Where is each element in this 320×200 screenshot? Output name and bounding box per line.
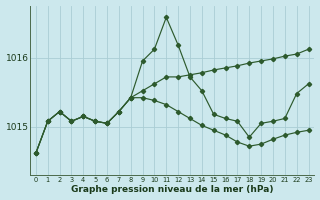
X-axis label: Graphe pression niveau de la mer (hPa): Graphe pression niveau de la mer (hPa) [71, 185, 274, 194]
